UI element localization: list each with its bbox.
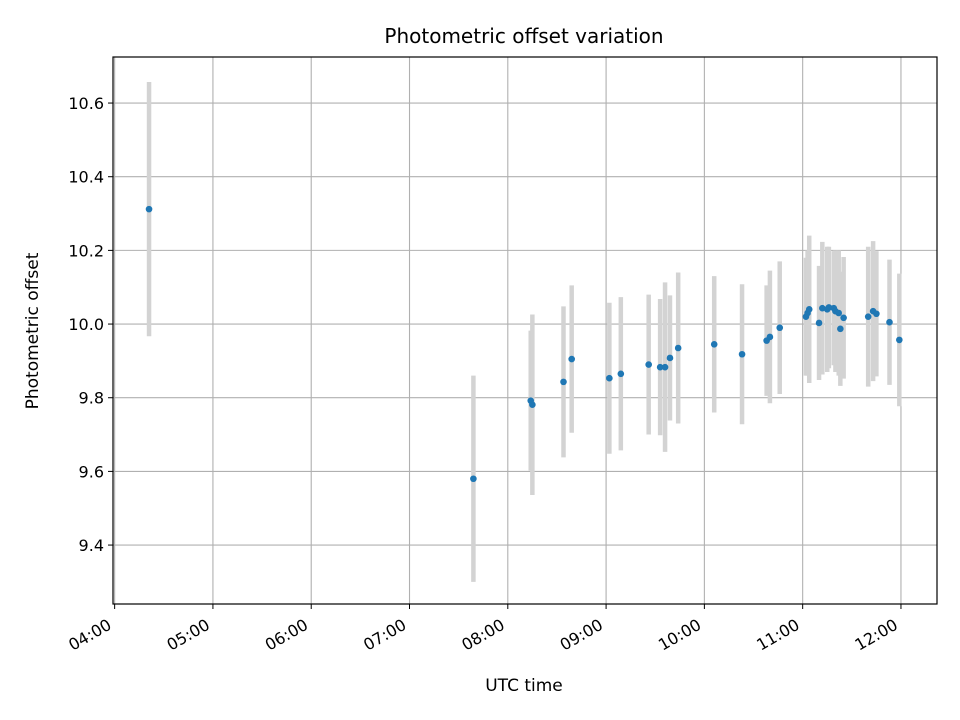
data-point [837, 325, 844, 333]
data-point [766, 333, 774, 341]
y-tick-label: 9.8 [79, 389, 104, 408]
data-point [645, 361, 652, 368]
data-point [776, 324, 784, 332]
data-point [873, 310, 880, 318]
data-point [656, 363, 664, 371]
y-tick-label: 10.6 [68, 94, 104, 113]
data-point [819, 304, 826, 312]
data-point [864, 313, 872, 320]
data-point [560, 378, 567, 386]
plot-frame [112, 56, 938, 605]
y-axis: 9.4 9.6 9.8 10.0 10.2 10.4 10.6 [68, 94, 113, 555]
data-point [710, 341, 718, 348]
data-point [470, 475, 477, 483]
data-point [738, 350, 746, 358]
y-tick-label: 9.4 [79, 536, 104, 555]
data-point [896, 336, 903, 344]
data-point [529, 401, 536, 409]
y-axis-label: Photometric offset [23, 252, 43, 409]
data-point [825, 304, 833, 311]
data-point [805, 306, 813, 313]
data-point [606, 374, 613, 382]
data-point [145, 205, 153, 213]
y-tick-label: 10.4 [68, 168, 104, 187]
data-point [835, 309, 843, 317]
grid [113, 57, 937, 604]
data-point [886, 318, 893, 326]
chart-title: Photometric offset variation [384, 24, 663, 48]
y-tick-label: 10.0 [68, 315, 104, 334]
data-point [666, 354, 674, 362]
data-point [617, 370, 625, 378]
data-points [145, 205, 903, 483]
data-point [674, 344, 682, 352]
data-point [840, 314, 847, 322]
y-tick-label: 9.6 [79, 462, 104, 481]
data-point [661, 363, 669, 371]
data-point [815, 319, 823, 327]
y-tick-label: 10.2 [68, 241, 104, 260]
data-point [568, 355, 575, 363]
x-axis-label: UTC time [485, 676, 563, 696]
